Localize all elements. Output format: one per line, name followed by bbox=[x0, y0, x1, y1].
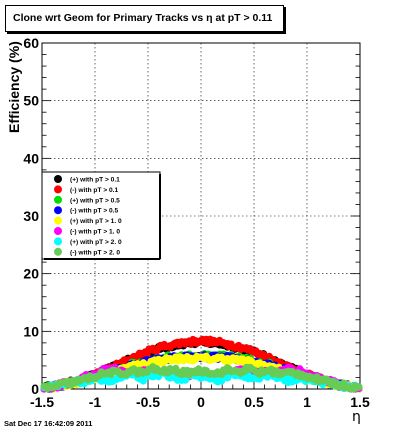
grid-layer bbox=[42, 43, 360, 389]
legend-label: (-) with pT > 0.1 bbox=[70, 187, 119, 194]
x-tick-label: -1 bbox=[89, 394, 102, 410]
legend-entry: (+) with pT > 0.1 bbox=[54, 175, 120, 184]
legend-marker bbox=[54, 216, 62, 225]
legend-label: (-) with pT > 0.5 bbox=[70, 208, 119, 215]
legend-marker bbox=[54, 247, 62, 256]
legend-label: (+) with pT > 1. 0 bbox=[70, 218, 122, 225]
x-axis-label: η bbox=[352, 409, 361, 425]
y-tick-label: 30 bbox=[23, 208, 39, 224]
y-axis-label: Efficiency (%) bbox=[6, 41, 22, 133]
legend-entry: (+) with pT > 0.5 bbox=[54, 195, 120, 204]
series-7 bbox=[40, 363, 363, 393]
x-tick-label: -1.5 bbox=[30, 394, 54, 410]
legend-entry: (+) with pT > 2. 0 bbox=[54, 237, 122, 246]
legend-label: (+) with pT > 0.5 bbox=[70, 197, 120, 204]
series-layer bbox=[40, 335, 363, 393]
legend-marker bbox=[54, 206, 62, 215]
legend-box bbox=[41, 171, 161, 260]
legend: (+) with pT > 0.1 (-) with pT > 0.1 (+) wi… bbox=[41, 171, 161, 260]
y-tick-label: 20 bbox=[23, 266, 39, 282]
tick-layer: -1.5 -1 -0.5 0 0.5 1 1.5 0 10 20 30 40 50 60 bbox=[23, 35, 370, 410]
legend-marker bbox=[54, 175, 62, 183]
y-tick-label: 60 bbox=[23, 35, 39, 51]
x-tick-label: 1 bbox=[303, 394, 311, 410]
y-tick-label: 10 bbox=[23, 323, 39, 339]
footer-timestamp: Sat Dec 17 16:42:09 2011 bbox=[4, 419, 93, 428]
y-tick-label: 40 bbox=[23, 150, 39, 166]
legend-entry: (+) with pT > 1. 0 bbox=[54, 216, 122, 225]
y-tick-label: 0 bbox=[31, 381, 39, 397]
legend-label: (-) with pT > 2. 0 bbox=[70, 249, 120, 256]
data-point-dense bbox=[143, 350, 151, 359]
x-tick-label: 1.5 bbox=[350, 394, 370, 410]
chart-title: Clone wrt Geom for Primary Tracks vs η a… bbox=[5, 5, 284, 32]
data-point-dense bbox=[355, 383, 363, 391]
x-tick-label: -0.5 bbox=[136, 394, 160, 410]
legend-entry: (-) with pT > 0.1 bbox=[54, 185, 119, 194]
y-tick-label: 50 bbox=[23, 93, 39, 109]
legend-entry: (-) with pT > 0.5 bbox=[54, 206, 119, 215]
legend-label: (+) with pT > 2. 0 bbox=[70, 239, 122, 246]
legend-marker bbox=[54, 185, 62, 194]
legend-marker bbox=[54, 237, 62, 246]
legend-label: (+) with pT > 0.1 bbox=[70, 177, 120, 184]
x-tick-label: 0 bbox=[197, 394, 205, 410]
legend-entry: (-) with pT > 1. 0 bbox=[54, 227, 120, 236]
legend-entry: (-) with pT > 2. 0 bbox=[54, 247, 120, 256]
x-tick-label: 0.5 bbox=[244, 394, 264, 410]
legend-marker bbox=[54, 227, 62, 235]
legend-label: (-) with pT > 1. 0 bbox=[70, 229, 120, 236]
legend-marker bbox=[54, 195, 62, 204]
